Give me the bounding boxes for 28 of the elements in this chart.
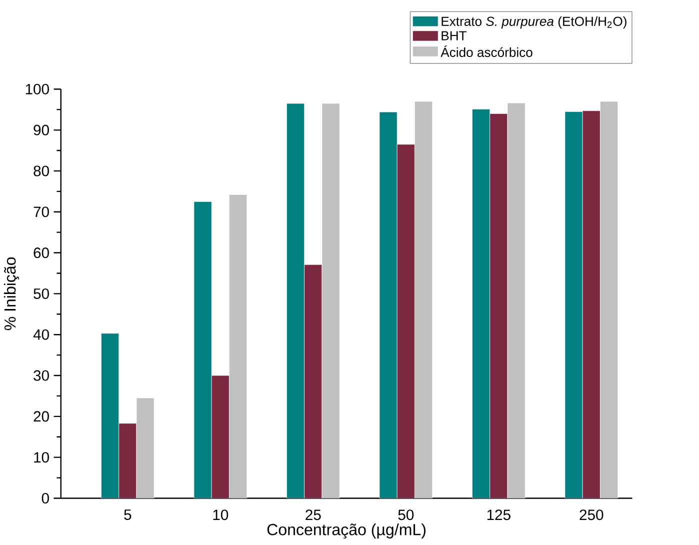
x-tick-label: 5	[124, 510, 132, 520]
x-tick-label: 50	[398, 510, 414, 520]
legend-label: Extrato S. purpurea (EtOH/H$_{2}$O)	[442, 16, 626, 29]
x-tick-label: 250	[580, 510, 604, 520]
y-tick-label: 10	[34, 452, 49, 463]
x-tick-label: 25	[306, 510, 321, 520]
y-tick-label: 20	[34, 411, 49, 422]
y-axis-title: % Inibição	[4, 258, 19, 330]
y-tick-label: 90	[34, 124, 49, 136]
bar	[322, 103, 340, 498]
bar	[507, 103, 526, 498]
y-tick-label: 40	[33, 330, 49, 340]
y-tick-label: 70	[34, 206, 49, 218]
y-tick-label: 50	[34, 288, 49, 300]
x-tick-label: 125	[487, 510, 510, 520]
x-axis-title: Concentração (µg/mL)	[267, 524, 426, 539]
legend-label: BHT	[442, 31, 466, 40]
y-tick-label: 100	[26, 84, 49, 95]
legend-label: Ácido ascórbico	[440, 46, 532, 58]
y-tick-label: 0	[42, 493, 49, 504]
y-tick-label: 60	[34, 248, 49, 258]
x-tick-label: 10	[213, 510, 228, 520]
bar	[414, 101, 433, 498]
y-tick-label: 30	[34, 370, 49, 381]
y-tick-label: 80	[34, 166, 49, 176]
bar	[229, 194, 248, 498]
bar	[136, 398, 154, 498]
bar	[600, 101, 618, 498]
